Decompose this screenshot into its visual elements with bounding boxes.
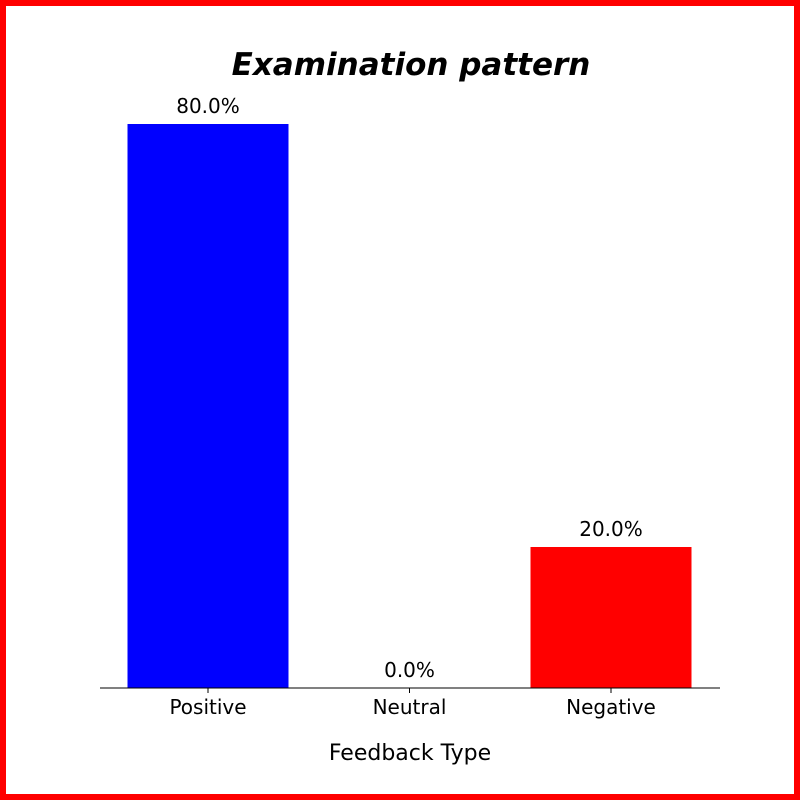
x-axis-label: Feedback Type — [329, 741, 491, 766]
data-label-negative: 20.0% — [579, 517, 643, 541]
bar-positive — [127, 124, 289, 688]
data-label-positive: 80.0% — [176, 94, 240, 118]
x-tick-label-positive: Positive — [169, 695, 246, 719]
x-ticks-layer: Positive Neutral Negative — [169, 688, 656, 719]
x-tick-label-neutral: Neutral — [373, 695, 447, 719]
data-label-neutral: 0.0% — [384, 658, 435, 682]
chart-title: Examination pattern — [232, 47, 591, 83]
x-tick-label-negative: Negative — [566, 695, 656, 719]
bar-negative — [530, 547, 692, 688]
bars-layer — [127, 124, 692, 688]
value-labels-layer: 80.0% 0.0% 20.0% — [176, 94, 643, 682]
